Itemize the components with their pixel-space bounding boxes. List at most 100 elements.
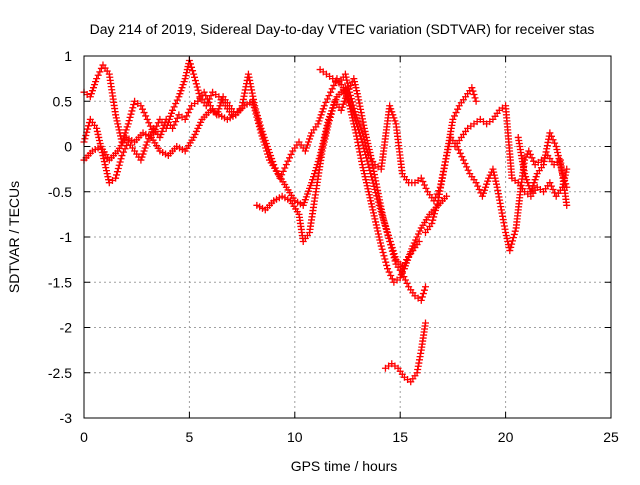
data-point-marker xyxy=(354,117,362,125)
data-point-marker xyxy=(413,233,421,241)
data-point-marker xyxy=(105,176,113,184)
data-point-marker xyxy=(531,176,539,184)
data-point-marker xyxy=(327,110,335,118)
data-point-marker xyxy=(254,116,262,124)
data-point-marker xyxy=(184,109,192,117)
data-point-marker xyxy=(128,107,136,115)
data-point-marker xyxy=(390,254,398,262)
data-point-marker xyxy=(123,123,131,131)
data-point-marker xyxy=(521,170,529,178)
data-point-marker xyxy=(367,197,375,205)
data-point-marker xyxy=(85,122,93,130)
data-point-marker xyxy=(257,129,265,137)
data-point-marker xyxy=(169,124,177,132)
data-point-marker xyxy=(189,67,197,75)
data-point-marker xyxy=(443,192,451,200)
data-point-marker xyxy=(421,283,429,291)
data-point-marker xyxy=(250,104,258,112)
data-point-marker xyxy=(380,218,388,226)
y-tick-label: -2.5 xyxy=(48,365,72,381)
data-point-marker xyxy=(387,241,395,249)
data-point-marker xyxy=(122,126,130,134)
data-point-marker xyxy=(415,238,423,246)
data-point-marker xyxy=(142,141,150,149)
data-point-marker xyxy=(323,126,331,134)
data-point-marker xyxy=(362,179,370,187)
data-point-marker xyxy=(549,136,557,144)
data-point-marker xyxy=(81,135,89,143)
series-8 xyxy=(451,102,571,200)
data-point-marker xyxy=(87,90,95,98)
data-point-marker xyxy=(258,132,266,140)
data-point-marker xyxy=(318,147,326,155)
data-point-marker xyxy=(430,213,438,221)
data-point-marker xyxy=(370,212,378,220)
data-point-marker xyxy=(562,180,570,188)
data-point-marker xyxy=(418,293,426,301)
data-point-marker xyxy=(172,100,180,108)
data-point-marker xyxy=(356,123,364,131)
data-point-marker xyxy=(260,138,268,146)
x-tick-label: 5 xyxy=(186,429,194,445)
data-point-marker xyxy=(489,165,497,173)
data-point-marker xyxy=(554,152,562,160)
data-point-marker xyxy=(181,75,189,83)
data-point-marker xyxy=(264,150,272,158)
data-point-marker xyxy=(324,123,332,131)
data-point-marker xyxy=(389,250,397,258)
data-point-marker xyxy=(381,255,389,263)
data-point-marker xyxy=(157,130,165,138)
data-point-marker xyxy=(562,168,570,176)
data-point-marker xyxy=(96,139,104,147)
data-point-marker xyxy=(455,146,463,154)
data-point-marker xyxy=(95,136,103,144)
data-point-marker xyxy=(483,180,491,188)
data-point-marker xyxy=(474,182,482,190)
data-point-marker xyxy=(360,124,368,132)
data-point-marker xyxy=(481,186,489,194)
data-point-marker xyxy=(284,157,292,165)
data-point-marker xyxy=(138,105,146,113)
data-point-marker xyxy=(350,104,358,112)
data-point-marker xyxy=(528,154,536,162)
data-point-marker xyxy=(265,153,273,161)
data-point-marker xyxy=(379,249,387,257)
data-point-marker xyxy=(363,145,371,153)
data-point-marker xyxy=(377,242,385,250)
data-point-marker xyxy=(318,108,326,116)
data-point-marker xyxy=(344,82,352,90)
x-tick-label: 0 xyxy=(80,429,88,445)
x-tick-label: 15 xyxy=(392,429,408,445)
data-point-marker xyxy=(343,76,351,84)
data-point-marker xyxy=(126,113,134,121)
data-point-marker xyxy=(337,106,345,114)
data-point-marker xyxy=(450,112,458,120)
data-point-marker xyxy=(361,139,369,147)
data-point-marker xyxy=(459,156,467,164)
data-point-marker xyxy=(183,112,191,120)
data-point-marker xyxy=(322,129,330,137)
data-point-marker xyxy=(558,167,566,175)
data-point-marker xyxy=(255,123,263,131)
axis-ticks: 0 5 10 15 20 25 1 0.5 0 -0.5 -1 -1.5 -2 -2.5 -3 xyxy=(48,48,619,445)
data-point-marker xyxy=(360,170,368,178)
data-point-marker xyxy=(390,114,398,122)
data-point-marker xyxy=(314,120,322,128)
data-point-marker xyxy=(524,179,532,187)
data-point-marker xyxy=(431,206,439,214)
data-point-marker xyxy=(391,117,399,125)
data-point-marker xyxy=(472,97,480,105)
data-point-marker xyxy=(175,93,183,101)
data-point-marker xyxy=(388,247,396,255)
data-point-marker xyxy=(563,165,571,173)
data-point-marker xyxy=(522,153,530,161)
series-9 xyxy=(514,129,571,196)
data-point-marker xyxy=(319,144,327,152)
data-point-marker xyxy=(339,100,347,108)
data-point-marker xyxy=(527,188,535,196)
data-point-marker xyxy=(366,194,374,202)
data-point-marker xyxy=(188,63,196,71)
data-point-marker xyxy=(526,150,534,158)
data-point-marker xyxy=(137,102,145,110)
